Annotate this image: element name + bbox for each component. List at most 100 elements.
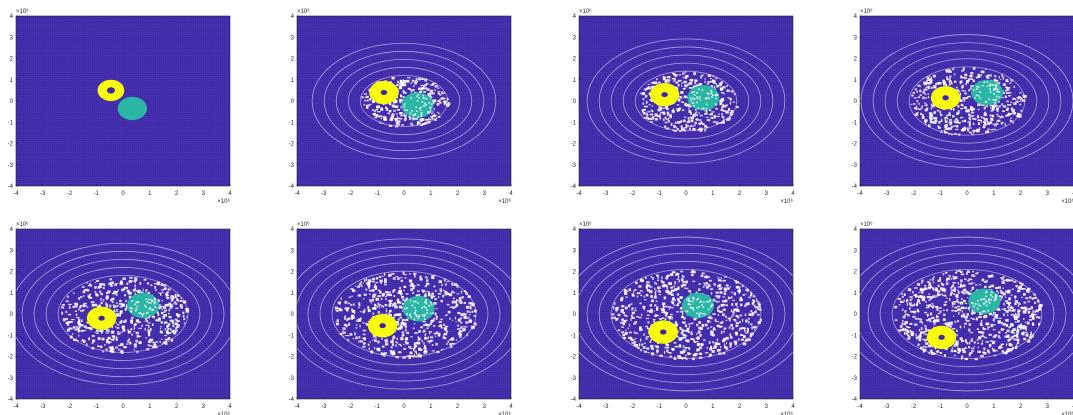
void-mark: [946, 297, 948, 299]
void-mark: [105, 296, 109, 300]
void-mark: [961, 357, 963, 360]
void-mark: [1016, 329, 1020, 332]
void-mark: [634, 321, 637, 324]
void-mark: [357, 318, 362, 322]
void-mark: [984, 111, 987, 114]
body-gap: [699, 98, 701, 101]
void-mark: [134, 287, 137, 290]
void-mark: [149, 328, 152, 331]
void-mark: [449, 317, 451, 320]
void-mark: [417, 338, 420, 341]
void-mark: [395, 113, 398, 115]
void-mark: [637, 346, 640, 349]
void-mark: [672, 348, 675, 351]
void-mark: [969, 118, 972, 121]
void-mark: [358, 336, 361, 339]
void-mark: [910, 331, 914, 333]
void-mark: [665, 344, 670, 346]
void-mark: [909, 298, 912, 302]
void-mark: [363, 308, 366, 312]
void-mark: [77, 321, 79, 324]
void-mark: [431, 92, 435, 95]
void-mark: [962, 284, 966, 288]
void-mark: [909, 302, 911, 305]
void-mark: [179, 299, 183, 302]
void-mark: [437, 92, 441, 95]
void-mark: [398, 305, 403, 309]
void-mark: [424, 336, 428, 340]
void-mark: [73, 302, 77, 305]
void-mark: [924, 346, 928, 348]
void-mark: [397, 301, 400, 304]
void-mark: [966, 342, 969, 345]
void-mark: [463, 301, 466, 304]
void-mark: [119, 311, 123, 315]
void-mark: [115, 336, 118, 340]
void-mark: [692, 280, 696, 283]
void-mark: [440, 318, 443, 321]
void-mark: [667, 274, 671, 277]
void-mark: [615, 319, 618, 321]
void-mark: [122, 303, 126, 307]
body-gap: [987, 300, 990, 303]
void-mark: [960, 292, 963, 294]
void-mark: [953, 344, 956, 347]
void-mark: [915, 105, 918, 107]
void-mark: [414, 344, 416, 347]
void-mark: [923, 348, 927, 352]
void-mark: [360, 317, 362, 320]
body-gap: [148, 315, 151, 318]
void-mark: [61, 311, 63, 315]
void-mark: [400, 84, 404, 86]
void-mark: [1007, 338, 1011, 341]
void-mark: [452, 292, 456, 294]
void-mark: [641, 343, 644, 346]
void-mark: [157, 317, 161, 321]
void-mark: [977, 73, 980, 77]
y-tick-label: -4: [571, 184, 577, 190]
void-mark: [354, 312, 356, 315]
void-mark: [982, 351, 985, 354]
void-mark: [955, 342, 959, 346]
void-mark: [415, 77, 418, 80]
void-mark: [756, 306, 760, 308]
void-mark: [910, 332, 915, 336]
void-mark: [965, 272, 968, 275]
body-gap: [424, 301, 427, 303]
void-mark: [693, 113, 696, 116]
void-mark: [989, 346, 991, 348]
void-mark: [724, 315, 727, 318]
x-tick-label: 1: [148, 191, 152, 197]
void-mark: [416, 290, 420, 293]
void-mark: [924, 108, 928, 112]
void-mark: [985, 105, 989, 108]
void-mark: [86, 306, 89, 308]
void-mark: [440, 101, 442, 104]
void-mark: [1005, 79, 1009, 82]
void-mark: [947, 113, 952, 116]
void-mark: [394, 301, 396, 304]
void-mark: [720, 330, 723, 334]
x-tick-label: 3: [765, 404, 769, 410]
void-mark: [667, 75, 671, 78]
void-mark: [987, 274, 992, 278]
void-mark: [958, 350, 962, 352]
void-mark: [982, 121, 987, 124]
void-mark: [695, 111, 698, 113]
void-mark: [995, 103, 997, 107]
y-tick-label: 1: [854, 291, 858, 297]
void-mark: [920, 287, 922, 291]
void-mark: [720, 345, 722, 349]
void-mark: [968, 123, 971, 127]
void-mark: [417, 354, 420, 357]
void-mark: [620, 309, 624, 313]
void-mark: [115, 293, 118, 296]
void-mark: [950, 349, 954, 353]
wave-ring: [860, 244, 1073, 384]
void-mark: [652, 318, 656, 321]
body-gap: [995, 85, 997, 88]
void-mark: [914, 88, 917, 91]
void-mark: [682, 87, 686, 90]
body-gap: [993, 87, 996, 90]
void-mark: [942, 79, 945, 82]
